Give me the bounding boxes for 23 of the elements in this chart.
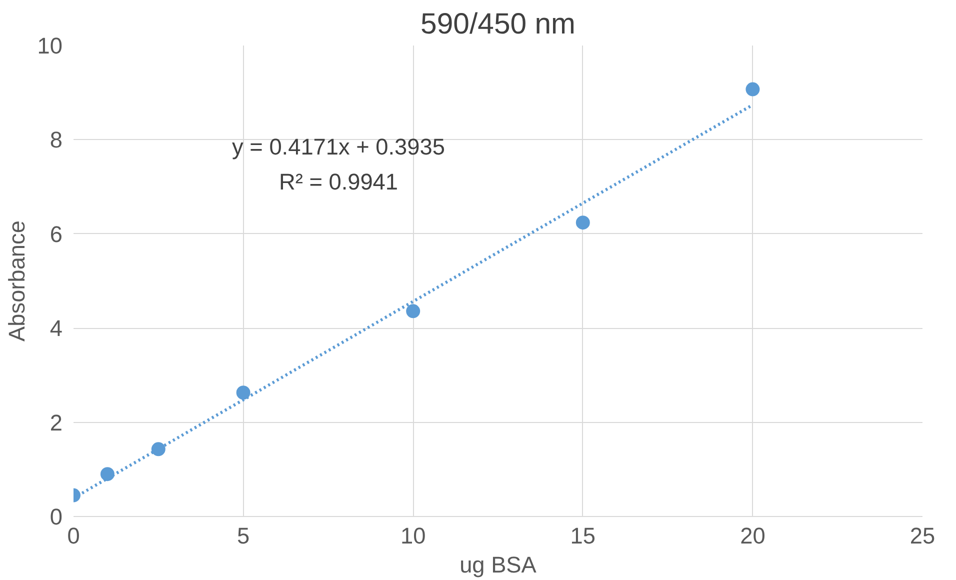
point [236,386,250,400]
annotation: R² = 0.9941 [278,168,398,194]
y-tick-label: 8 [50,126,63,153]
x-tick-label: 10 [400,522,426,548]
point [151,442,166,456]
point [746,82,760,96]
point [576,216,590,230]
x-tick-label: 15 [570,522,596,548]
x-tick-label: 20 [740,522,766,548]
chart-title: 590/450 nm [420,8,576,40]
y-tick-label: 0 [50,504,63,530]
y-tick-label: 10 [37,32,62,58]
x-tick-label: 5 [237,522,250,548]
y-tick-label: 2 [50,409,63,436]
y-axis-title: Absorbance [3,220,30,342]
x-tick-label: 25 [910,522,936,548]
y-tick-label: 6 [50,220,63,247]
y-tick-label: 4 [50,315,63,342]
point [100,467,114,482]
point [406,304,420,318]
x-axis-title: ug BSA [460,552,538,578]
annotation: y = 0.4171x + 0.3935 [232,134,445,160]
x-tick-label: 0 [67,522,80,548]
